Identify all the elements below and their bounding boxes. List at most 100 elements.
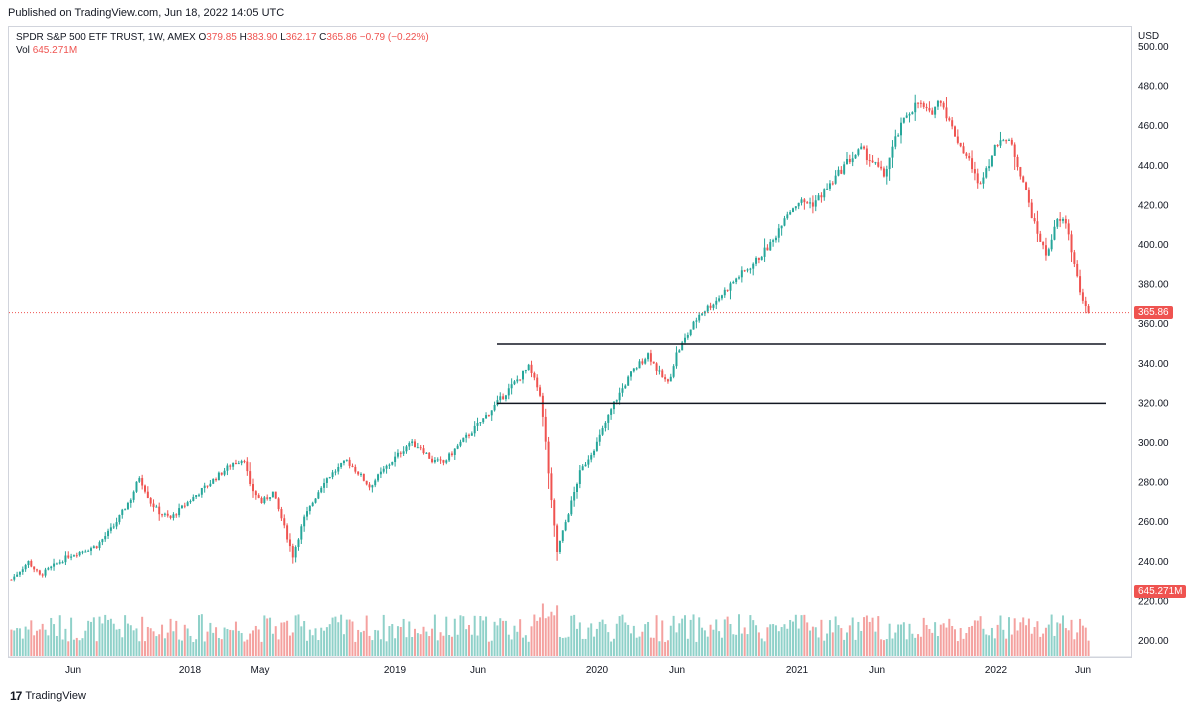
volume-bar xyxy=(726,616,729,656)
volume-bar xyxy=(971,625,974,656)
candle-body xyxy=(126,502,129,510)
y-tick-label: 320.00 xyxy=(1138,398,1169,409)
volume-bar xyxy=(556,605,559,656)
x-tick-label: Jun xyxy=(669,665,685,676)
candle-body xyxy=(990,155,993,167)
volume-bar xyxy=(1062,615,1064,656)
volume-bar xyxy=(934,622,937,656)
candle-body xyxy=(1042,241,1045,246)
candle-body xyxy=(81,551,84,553)
volume-bar xyxy=(36,630,38,656)
candle-body xyxy=(394,456,397,463)
volume-bar xyxy=(81,638,84,656)
volume-bar xyxy=(229,629,232,656)
candle-body xyxy=(124,509,127,511)
volume-bar xyxy=(541,603,544,656)
volume-bar xyxy=(894,632,897,656)
candle-body xyxy=(396,452,399,457)
volume-bar xyxy=(141,616,144,656)
volume-bar xyxy=(1081,625,1084,656)
volume-bar xyxy=(814,627,817,656)
candle-body xyxy=(780,225,783,229)
candle-body xyxy=(547,441,550,474)
volume-bar xyxy=(612,638,615,656)
candle-body xyxy=(806,202,809,204)
volume-bar xyxy=(496,625,499,656)
candle-body xyxy=(536,377,539,388)
candle-body xyxy=(848,158,851,163)
volume-bar xyxy=(618,616,621,656)
volume-bar xyxy=(746,634,749,656)
open-value: 379.85 xyxy=(206,32,237,43)
candle-body xyxy=(880,166,883,169)
volume-bar xyxy=(473,615,476,656)
volume-bar xyxy=(448,635,451,656)
candle-body xyxy=(695,320,698,322)
candle-body xyxy=(877,162,880,167)
volume-bar xyxy=(1064,628,1067,656)
candle-body xyxy=(502,396,505,400)
volume-bar xyxy=(706,636,709,656)
x-tick-label: May xyxy=(251,665,270,676)
volume-bar xyxy=(149,628,152,656)
volume-bar xyxy=(513,625,516,656)
volume-bar xyxy=(1013,618,1016,656)
candle-body xyxy=(1081,292,1084,301)
footer-brand[interactable]: 17 TradingView xyxy=(10,689,86,703)
candle-body xyxy=(41,574,44,576)
candle-body xyxy=(232,463,235,467)
open-label: O xyxy=(198,32,207,43)
volume-bar xyxy=(794,614,797,656)
candle-body xyxy=(530,364,533,374)
candle-body xyxy=(200,487,203,495)
candle-body xyxy=(661,370,664,378)
volume-bar xyxy=(860,630,863,656)
volume-bar xyxy=(701,627,704,656)
volume-bar xyxy=(263,615,266,656)
volume-bar xyxy=(132,630,135,656)
candle-body xyxy=(598,434,601,442)
volume-bar xyxy=(371,640,374,656)
volume-bar xyxy=(44,629,47,656)
volume-bar xyxy=(493,621,496,656)
candle-body xyxy=(792,208,794,212)
candle-body xyxy=(317,492,320,499)
candle-body xyxy=(340,463,343,467)
candle-body xyxy=(715,300,718,305)
candle-body xyxy=(621,388,624,393)
candle-body xyxy=(809,202,812,204)
volume-bar xyxy=(917,634,920,656)
candle-body xyxy=(166,513,169,516)
candle-body xyxy=(590,455,593,460)
volume-bar xyxy=(590,623,593,656)
candle-body xyxy=(627,376,630,386)
volume-bar xyxy=(382,614,385,656)
candle-body xyxy=(800,199,803,203)
candle-body xyxy=(891,146,894,158)
volume-bar xyxy=(527,641,530,656)
currency-label: USD xyxy=(1138,31,1160,42)
volume-bar xyxy=(828,620,831,656)
candle-body xyxy=(607,414,610,423)
volume-bar xyxy=(990,627,993,656)
candle-body xyxy=(178,508,181,516)
volume-bar xyxy=(576,628,578,656)
candle-body xyxy=(908,114,911,116)
volume-bar xyxy=(703,630,706,656)
candle-body xyxy=(1013,144,1016,157)
volume-bar xyxy=(200,614,203,656)
candle-body xyxy=(112,526,115,528)
last-price-tag: 365.86 xyxy=(1134,305,1173,319)
candle-body xyxy=(1016,156,1019,168)
candle-body xyxy=(470,433,473,436)
volume-bar xyxy=(10,629,13,656)
y-tick-label: 220.00 xyxy=(1138,596,1169,607)
volume-bar xyxy=(573,614,576,656)
volume-bar xyxy=(624,622,627,656)
volume-bar xyxy=(33,635,36,656)
y-tick-label: 340.00 xyxy=(1138,359,1169,370)
candle-body xyxy=(723,289,726,296)
candle-body xyxy=(834,175,837,184)
volume-bar xyxy=(888,623,891,656)
